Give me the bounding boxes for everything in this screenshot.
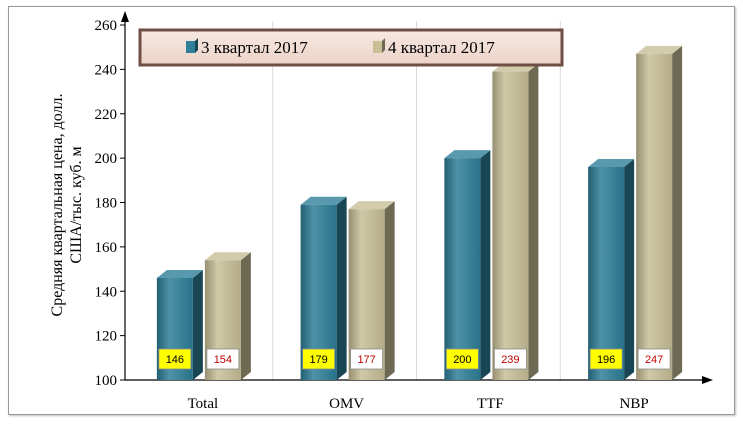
y-axis-label: Средняя квартальная цена, долл. США/тыс. … (49, 94, 85, 317)
bar-top (348, 201, 395, 210)
y-tick-label: 160 (95, 240, 118, 256)
data-label-box (302, 348, 336, 370)
data-label: 179 (309, 354, 327, 366)
data-label: 200 (453, 354, 471, 366)
bar-top (444, 150, 491, 159)
bar-side (336, 196, 347, 380)
bar-side (192, 269, 203, 380)
bar-side (384, 201, 395, 380)
bar (492, 71, 529, 380)
x-tick-label: OMV (329, 396, 364, 412)
legend-label: 4 квартал 2017 (388, 38, 495, 57)
y-tick-label: 220 (95, 107, 118, 123)
legend-swatch-side (195, 38, 198, 53)
bar-top (636, 45, 683, 54)
bar-side (240, 252, 251, 380)
data-label-box (350, 348, 384, 370)
bar-top (300, 196, 347, 205)
bar-side (624, 159, 635, 380)
data-label: 154 (214, 354, 232, 366)
y-tick-label: 260 (95, 18, 118, 34)
x-tick-label: NBP (620, 396, 649, 412)
bar-side (672, 45, 683, 380)
data-label-box (589, 348, 623, 370)
legend-label: 3 квартал 2017 (201, 38, 308, 57)
y-tick-label: 140 (95, 284, 118, 300)
x-axis-arrow (702, 376, 713, 384)
data-label: 247 (645, 354, 663, 366)
data-label: 239 (501, 354, 519, 366)
bar-top (588, 159, 635, 167)
y-axis-arrow (121, 11, 129, 22)
x-tick-label: Total (188, 396, 219, 412)
bar-side (528, 63, 539, 380)
data-label-box (637, 348, 671, 370)
bar-top (204, 252, 251, 261)
bar-side (480, 150, 491, 380)
y-tick-label: 100 (95, 373, 118, 389)
bar (444, 158, 481, 380)
legend-box (138, 28, 564, 67)
legend-swatch (186, 41, 195, 53)
x-tick-label: TTF (477, 396, 504, 412)
y-tick-label: 120 (95, 329, 118, 345)
data-label-box (158, 348, 192, 370)
data-label-box (206, 348, 240, 370)
data-label: 146 (166, 354, 184, 366)
data-label-box (445, 348, 479, 370)
bar (636, 53, 673, 380)
bar (588, 167, 625, 380)
data-label: 177 (357, 354, 375, 366)
data-label-box (493, 348, 527, 370)
y-tick-label: 240 (95, 62, 118, 78)
bar-top (156, 269, 203, 278)
y-tick-label: 180 (95, 196, 118, 212)
data-label: 196 (597, 354, 615, 366)
legend-swatch-side (382, 38, 385, 53)
y-tick-label: 200 (95, 151, 118, 167)
legend-swatch (373, 41, 382, 53)
